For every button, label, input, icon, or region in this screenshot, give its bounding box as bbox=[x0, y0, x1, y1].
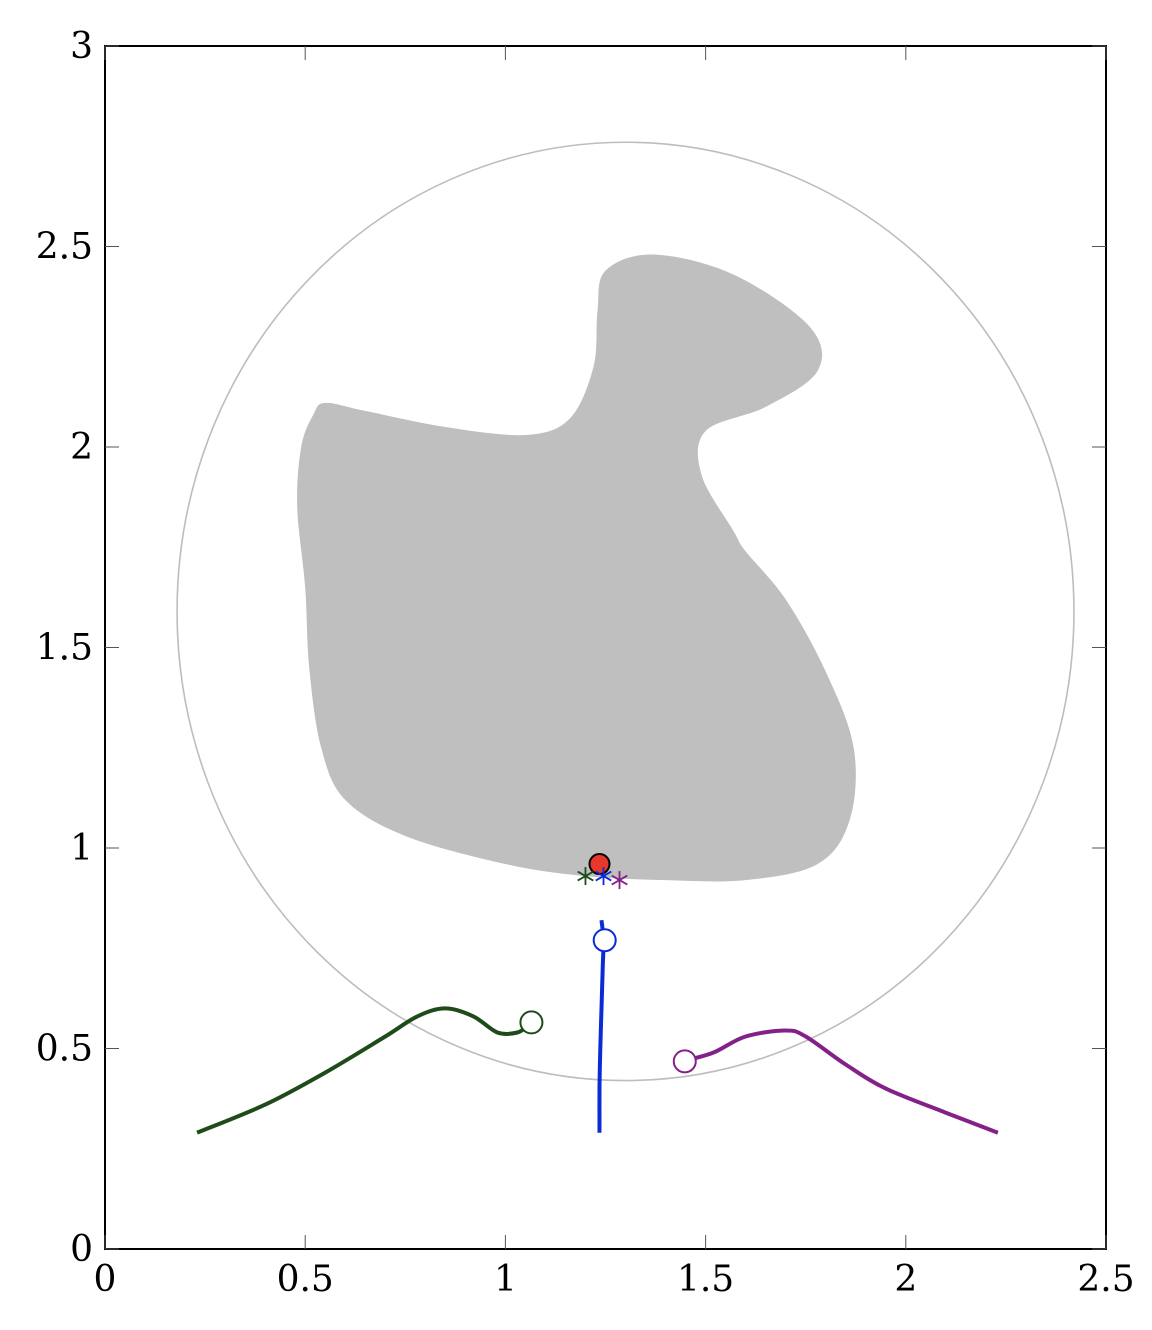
series-end-marker-1 bbox=[519, 1010, 544, 1035]
y-tick-label: 1 bbox=[70, 828, 93, 869]
x-tick-label: 1.5 bbox=[677, 1259, 734, 1300]
y-tick-label: 2.5 bbox=[36, 227, 93, 268]
x-tick-label: 2 bbox=[894, 1259, 917, 1300]
y-tick-label: 2 bbox=[70, 427, 93, 468]
x-tick-label: 0 bbox=[94, 1259, 117, 1300]
axes: 0 0.5 1 1.5 2 2.5 0 0.5 1 1.5 2 2.5 3 bbox=[36, 26, 1135, 1300]
series-star-marker-2 bbox=[595, 867, 612, 886]
plot-area bbox=[176, 141, 1075, 1135]
x-tick-label: 0.5 bbox=[277, 1259, 334, 1300]
series-star-marker-3 bbox=[611, 871, 628, 890]
series-line-3 bbox=[685, 1028, 999, 1135]
plot-content bbox=[176, 141, 1075, 1135]
y-tick-label: 1.5 bbox=[36, 628, 93, 669]
x-tick-label: 2.5 bbox=[1077, 1259, 1134, 1300]
y-tick-label: 0 bbox=[70, 1229, 93, 1270]
y-tick-label: 3 bbox=[70, 26, 93, 67]
x-tick-label: 1 bbox=[494, 1259, 517, 1300]
series-end-marker-2 bbox=[592, 928, 617, 953]
obstacle-region bbox=[297, 254, 856, 882]
y-tick-label: 0.5 bbox=[36, 1029, 93, 1070]
series-end-marker-3 bbox=[672, 1049, 697, 1074]
boundary-ellipse bbox=[176, 141, 1075, 1082]
series-line-1 bbox=[196, 1006, 531, 1135]
series-star-marker-1 bbox=[577, 867, 594, 886]
